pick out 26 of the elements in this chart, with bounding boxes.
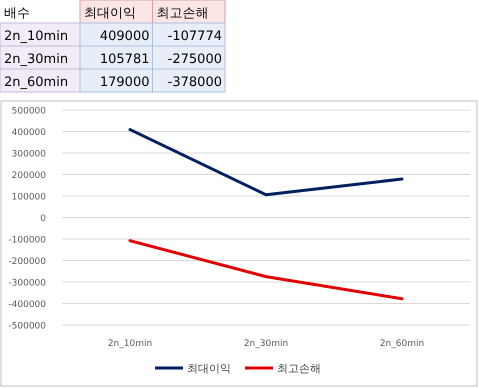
x-tick-label: 2n_60min xyxy=(380,339,424,349)
x-tick-label: 2n_30min xyxy=(244,339,288,349)
data-label: -378000 xyxy=(168,75,222,90)
y-tick-label: -500000 xyxy=(8,322,46,332)
data-label: 105781 xyxy=(100,52,150,67)
data-label: 409000 xyxy=(100,29,150,44)
y-tick-label: 500000 xyxy=(12,106,46,116)
y-tick-label: -100000 xyxy=(8,236,46,246)
y-tick-label: 2n_60min xyxy=(4,75,68,90)
y-tick-label: 300000 xyxy=(12,150,46,160)
y-tick-label: -200000 xyxy=(8,257,46,267)
y-tick-label: 400000 xyxy=(12,128,46,138)
y-tick-label: 200000 xyxy=(12,171,46,181)
y-tick-label: 2n_10min xyxy=(4,29,68,44)
y-tick-label: -300000 xyxy=(8,278,46,288)
text: 배수 xyxy=(4,6,30,21)
data-label: -275000 xyxy=(168,52,222,67)
data-label: -107774 xyxy=(168,29,222,44)
legend-label: 최고손해 xyxy=(277,362,321,375)
y-tick-label: 0 xyxy=(40,214,46,224)
legend-label: 최대이익 xyxy=(187,362,231,375)
x-tick-label: 2n_10min xyxy=(108,339,152,349)
y-tick-label: 2n_30min xyxy=(4,52,68,67)
y-tick-label: -400000 xyxy=(8,300,46,310)
y-tick-label: 100000 xyxy=(12,192,46,202)
data-label: 179000 xyxy=(100,75,150,90)
